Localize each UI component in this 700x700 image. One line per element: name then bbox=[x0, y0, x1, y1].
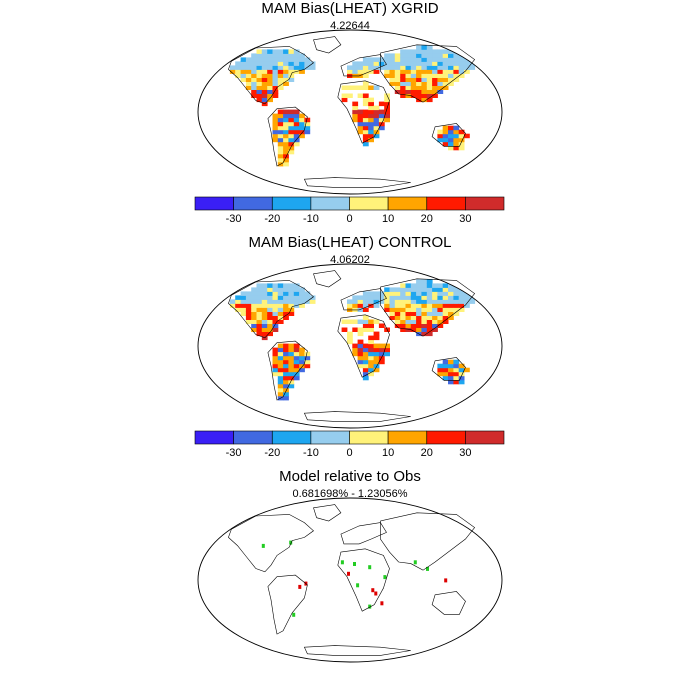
bias-map bbox=[197, 29, 503, 195]
relative-cell bbox=[380, 601, 384, 606]
coastline-australia bbox=[431, 123, 466, 147]
coastline-southAmerica bbox=[267, 106, 308, 167]
panel-title: MAM Bias(LHEAT) CONTROL bbox=[248, 234, 452, 251]
colorbar: -30 -20 -10 0 10 20 30 bbox=[194, 430, 505, 459]
panel-subtitle: 4.06202 bbox=[330, 254, 370, 266]
coastline-greenland bbox=[313, 270, 342, 288]
panel-title: Model relative to Obs bbox=[279, 468, 421, 485]
relative-cell bbox=[289, 540, 293, 545]
relative-cell bbox=[368, 565, 372, 570]
colorbar-swatch bbox=[426, 430, 466, 445]
coastline-europe bbox=[340, 54, 387, 77]
coastline-greenland bbox=[313, 36, 342, 54]
coastline-australia bbox=[431, 591, 466, 615]
colorbar-swatch bbox=[349, 196, 389, 211]
relative-cell bbox=[413, 560, 417, 565]
colorbar-swatch bbox=[271, 196, 312, 211]
relative-cell bbox=[353, 562, 356, 566]
coastline-europe bbox=[340, 522, 387, 545]
relative-cell bbox=[368, 604, 372, 609]
colorbar-tick-label: 30 bbox=[459, 447, 471, 459]
coastline-northAmerica bbox=[228, 514, 314, 573]
coastline-northAmerica bbox=[228, 280, 314, 339]
map-border bbox=[197, 29, 503, 195]
colorbar-swatch bbox=[233, 430, 273, 445]
colorbar-tick-label: 10 bbox=[382, 213, 394, 225]
colorbar-swatch bbox=[310, 196, 350, 211]
map-border bbox=[197, 497, 503, 663]
colorbar-tick-label: 10 bbox=[382, 447, 394, 459]
colorbar-swatch bbox=[271, 430, 312, 445]
relative-cell bbox=[356, 583, 360, 588]
colorbar-swatch bbox=[194, 196, 234, 211]
coastline-asia bbox=[380, 44, 476, 103]
colorbar-tick-label: -10 bbox=[303, 213, 319, 225]
relative-cell bbox=[426, 566, 429, 571]
relative-cell bbox=[347, 571, 350, 576]
bias-cells bbox=[229, 45, 476, 167]
coastline-australia bbox=[431, 357, 466, 381]
relative-cell bbox=[383, 575, 387, 580]
relative-cell bbox=[444, 578, 448, 583]
colorbar-swatch bbox=[387, 430, 428, 445]
colorbar-tick-label: 30 bbox=[459, 213, 471, 225]
coastline-africa bbox=[337, 314, 390, 378]
colorbar-tick-label: -10 bbox=[303, 447, 319, 459]
relative-cell bbox=[371, 588, 375, 593]
relative-cell bbox=[261, 543, 265, 548]
relative-cell bbox=[292, 612, 296, 617]
relative-cell bbox=[298, 584, 302, 589]
coastlines bbox=[197, 497, 503, 663]
coastline-asia bbox=[380, 278, 476, 337]
coastline-antarctica bbox=[303, 645, 411, 656]
coastlines bbox=[197, 263, 503, 429]
relative-cell bbox=[374, 591, 378, 596]
colorbar-swatch bbox=[349, 430, 389, 445]
colorbar-tick-label: 20 bbox=[421, 213, 433, 225]
relative-cell bbox=[340, 560, 344, 565]
coastline-southAmerica bbox=[267, 574, 308, 635]
panel-title: MAM Bias(LHEAT) XGRID bbox=[261, 0, 439, 17]
bias-cells bbox=[229, 279, 476, 401]
colorbar-tick-label: 0 bbox=[346, 447, 352, 459]
coastline-northAmerica bbox=[228, 46, 314, 105]
coastline-antarctica bbox=[303, 411, 411, 422]
colorbar-swatch bbox=[233, 196, 273, 211]
coastline-southAmerica bbox=[267, 340, 308, 401]
colorbar-tick-label: -20 bbox=[264, 447, 280, 459]
colorbar-tick-label: -30 bbox=[226, 213, 242, 225]
colorbar-tick-label: -20 bbox=[264, 213, 280, 225]
colorbar-tick-label: 0 bbox=[346, 213, 352, 225]
coastline-africa bbox=[337, 548, 390, 612]
coastline-antarctica bbox=[303, 177, 411, 188]
colorbar-swatch bbox=[426, 196, 466, 211]
coastline-africa bbox=[337, 80, 390, 144]
coastline-asia bbox=[380, 512, 476, 571]
relative-map bbox=[197, 497, 503, 663]
coastlines bbox=[197, 29, 503, 195]
colorbar-swatch bbox=[465, 196, 505, 211]
coastline-europe bbox=[340, 288, 387, 311]
panel-subtitle: 4.22644 bbox=[330, 20, 370, 32]
bias-map bbox=[197, 263, 503, 429]
colorbar-swatch bbox=[387, 196, 428, 211]
map-border bbox=[197, 263, 503, 429]
colorbar-swatch bbox=[194, 430, 234, 445]
panel-subtitle: 0.681698% - 1.23056% bbox=[292, 488, 408, 500]
colorbar-swatch bbox=[310, 430, 350, 445]
colorbar: -30 -20 -10 0 10 20 30 bbox=[194, 196, 505, 225]
colorbar-tick-label: -30 bbox=[226, 447, 242, 459]
colorbar-tick-label: 20 bbox=[421, 447, 433, 459]
colorbar-swatch bbox=[465, 430, 505, 445]
coastline-greenland bbox=[313, 504, 342, 522]
